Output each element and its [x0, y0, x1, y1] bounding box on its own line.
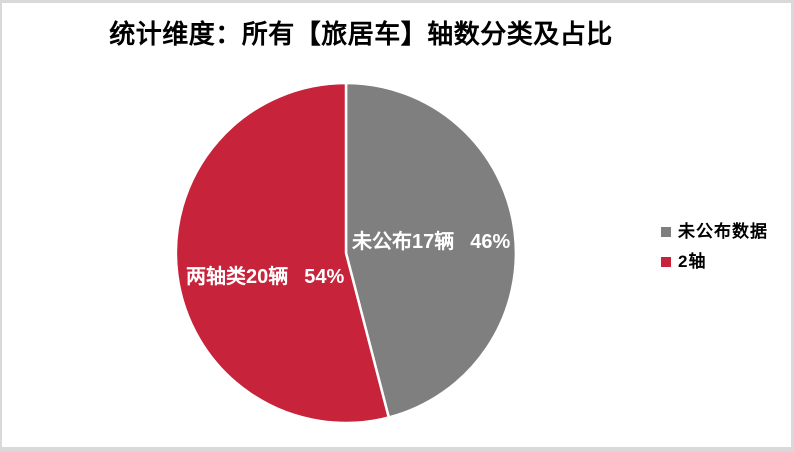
- legend-label-2axle: 2轴: [678, 252, 707, 271]
- slice-label-unpublished: 未公布17辆 46%: [352, 230, 510, 254]
- slice-label-unpublished-percent: 46%: [470, 231, 511, 253]
- slice-label-2axle: 两轴类20辆 54%: [186, 265, 344, 289]
- chart-title: 统计维度：所有【旅居车】轴数分类及占比: [109, 19, 613, 49]
- pie-slice-unpublished: [344, 81, 518, 419]
- slice-label-unpublished-text: 未公布17辆: [352, 231, 455, 253]
- slice-label-2axle-percent: 54%: [304, 266, 345, 288]
- legend-label-unpublished: 未公布数据: [678, 222, 768, 241]
- slice-label-2axle-text: 两轴类20辆: [186, 266, 289, 288]
- legend-item-unpublished: 未公布数据: [661, 223, 768, 240]
- legend: 未公布数据 2轴: [661, 223, 768, 270]
- pie-slice-2axle: [174, 81, 391, 425]
- legend-swatch-2axle: [661, 256, 671, 267]
- legend-item-2axle: 2轴: [661, 253, 768, 270]
- legend-swatch-unpublished: [661, 226, 671, 237]
